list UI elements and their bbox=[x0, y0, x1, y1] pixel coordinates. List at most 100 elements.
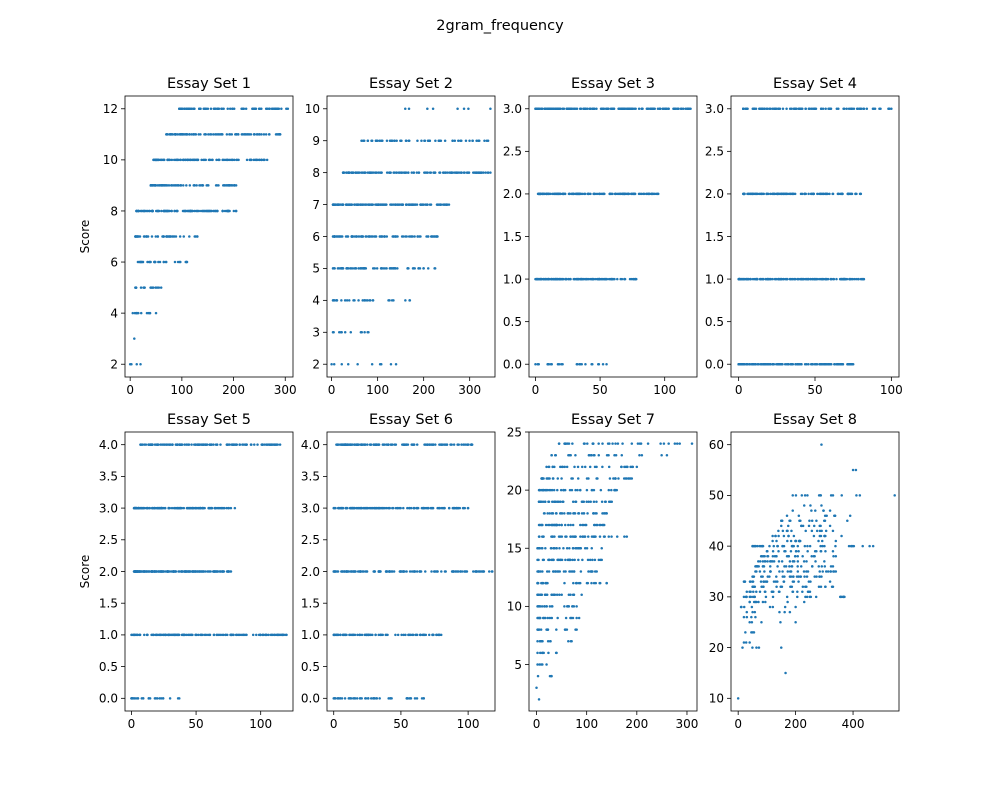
data-point bbox=[806, 549, 809, 553]
data-point bbox=[268, 133, 271, 136]
data-point bbox=[489, 171, 492, 174]
y-tick-label: 1.5 bbox=[705, 230, 724, 244]
data-point bbox=[274, 633, 278, 637]
data-point bbox=[257, 133, 261, 136]
data-point bbox=[555, 628, 558, 631]
data-point bbox=[789, 549, 793, 553]
data-point bbox=[780, 524, 783, 528]
data-point bbox=[614, 192, 617, 196]
data-point bbox=[176, 260, 180, 264]
data-point bbox=[766, 362, 770, 366]
data-point bbox=[162, 506, 165, 510]
data-point bbox=[621, 442, 624, 445]
data-point bbox=[273, 443, 277, 446]
data-point bbox=[381, 443, 385, 446]
data-point bbox=[222, 570, 226, 573]
data-point bbox=[355, 697, 359, 700]
data-point bbox=[396, 267, 399, 270]
data-point bbox=[590, 362, 593, 366]
data-point bbox=[338, 443, 342, 446]
data-point bbox=[168, 697, 172, 700]
y-tick-label: 1.0 bbox=[301, 628, 320, 642]
data-point bbox=[375, 203, 379, 206]
data-point bbox=[218, 158, 221, 162]
data-point bbox=[341, 171, 345, 174]
data-point bbox=[225, 133, 229, 136]
data-point bbox=[825, 514, 828, 517]
data-point bbox=[610, 277, 613, 281]
data-point bbox=[602, 523, 606, 527]
data-point bbox=[214, 570, 217, 573]
data-point bbox=[140, 570, 144, 573]
data-point bbox=[805, 595, 809, 599]
data-point bbox=[843, 595, 846, 599]
data-point bbox=[599, 107, 603, 111]
data-point bbox=[332, 633, 336, 637]
data-point bbox=[536, 640, 539, 643]
data-point bbox=[199, 107, 202, 111]
x-tick-label: 0 bbox=[532, 383, 540, 397]
data-point bbox=[761, 600, 765, 604]
data-point bbox=[253, 158, 257, 162]
data-point bbox=[432, 171, 435, 174]
data-point bbox=[563, 488, 567, 492]
data-point bbox=[772, 362, 775, 366]
data-point bbox=[338, 633, 342, 637]
data-point bbox=[590, 547, 593, 550]
data-point bbox=[810, 565, 814, 568]
data-point bbox=[785, 595, 789, 599]
data-point bbox=[650, 192, 653, 196]
data-point bbox=[468, 139, 471, 142]
data-point bbox=[571, 442, 574, 445]
data-point bbox=[134, 235, 137, 238]
data-point bbox=[829, 107, 833, 111]
data-point bbox=[166, 184, 169, 187]
data-point bbox=[336, 570, 340, 573]
data-point bbox=[542, 277, 546, 281]
data-point bbox=[547, 651, 550, 655]
data-point bbox=[134, 697, 138, 700]
data-point bbox=[434, 570, 438, 573]
subplot-title: Essay Set 1 bbox=[167, 76, 251, 92]
data-point bbox=[366, 443, 369, 446]
data-point bbox=[267, 107, 271, 111]
data-point bbox=[174, 184, 178, 187]
data-point bbox=[745, 362, 748, 366]
data-point bbox=[168, 158, 172, 162]
data-point bbox=[577, 558, 580, 562]
data-point bbox=[780, 585, 784, 588]
data-point bbox=[776, 107, 780, 111]
data-point bbox=[571, 477, 574, 480]
data-point bbox=[378, 139, 381, 142]
data-point bbox=[244, 107, 248, 111]
data-point bbox=[852, 107, 856, 111]
scatter-points bbox=[736, 443, 896, 700]
data-point bbox=[572, 593, 576, 596]
y-tick-label: 60 bbox=[709, 438, 724, 452]
data-point bbox=[675, 442, 679, 445]
data-point bbox=[411, 633, 414, 637]
data-point bbox=[543, 107, 547, 111]
data-point bbox=[392, 171, 395, 174]
data-point bbox=[178, 158, 182, 162]
data-point bbox=[823, 519, 827, 523]
data-point bbox=[830, 362, 833, 366]
data-point bbox=[539, 628, 543, 631]
data-point bbox=[539, 605, 542, 608]
data-point bbox=[272, 633, 276, 637]
data-point bbox=[559, 277, 563, 281]
data-point bbox=[778, 277, 782, 281]
data-point bbox=[745, 610, 749, 614]
data-point bbox=[781, 107, 785, 111]
data-point bbox=[449, 443, 452, 446]
data-point bbox=[748, 595, 752, 599]
y-tick-label: 2 bbox=[312, 358, 320, 372]
data-point bbox=[196, 235, 199, 238]
data-point bbox=[749, 277, 752, 281]
data-point bbox=[625, 477, 628, 480]
data-point bbox=[750, 605, 754, 609]
data-point bbox=[366, 633, 369, 637]
data-point bbox=[345, 299, 349, 302]
data-point bbox=[834, 539, 838, 543]
data-point bbox=[616, 442, 620, 445]
